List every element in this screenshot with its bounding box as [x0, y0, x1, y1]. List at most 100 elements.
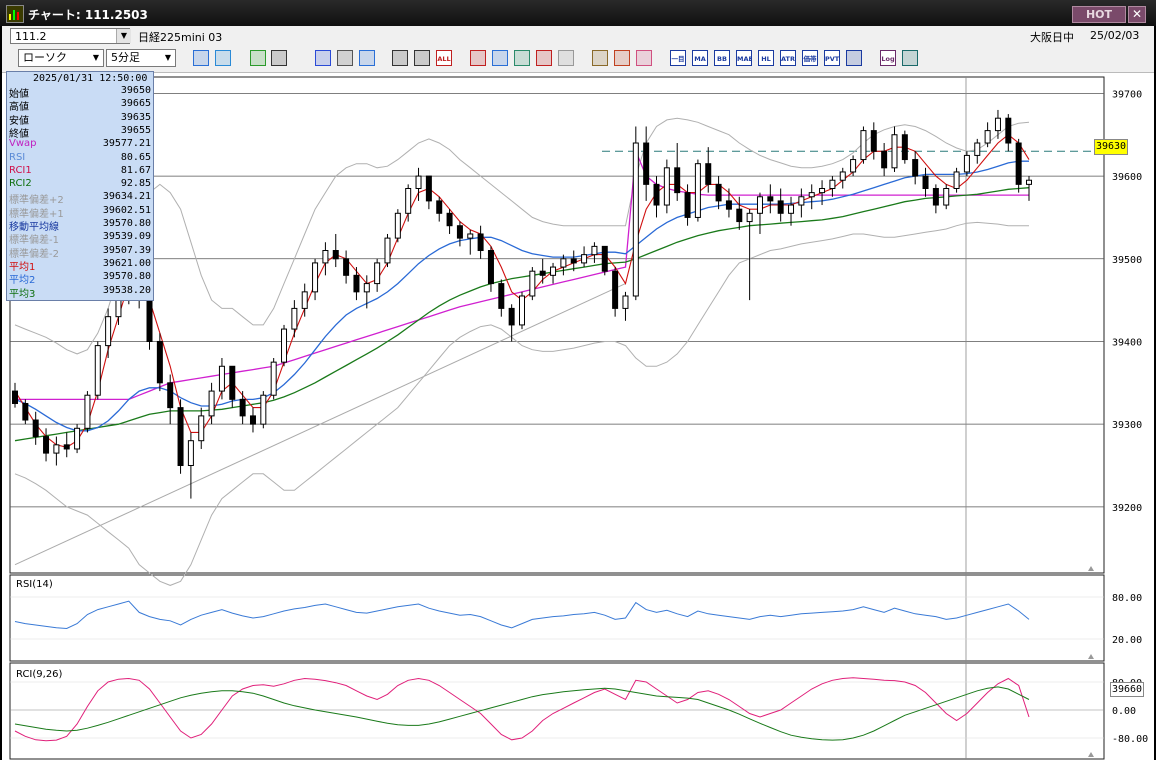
layer-icon[interactable] [592, 50, 608, 66]
candle-body [994, 117, 1001, 132]
candle-body [374, 262, 381, 285]
line-tool-icon[interactable] [271, 50, 287, 66]
rci-line [14, 686, 1030, 741]
candle-sub-icon[interactable] [414, 50, 430, 66]
candle-body [187, 440, 194, 467]
info-row-value: 92.85 [120, 178, 151, 190]
price-tick-label: 39200 [1112, 503, 1142, 514]
candle-body [281, 328, 288, 363]
candle-body [384, 237, 391, 264]
trash-icon[interactable] [359, 50, 375, 66]
compare-icon[interactable] [536, 50, 552, 66]
candle-body [312, 262, 319, 293]
palette-icon[interactable] [636, 50, 652, 66]
ma3-line [14, 187, 1030, 442]
info-row: 標準偏差-1 39539.09 [7, 231, 153, 246]
candle-body [436, 200, 443, 214]
info-row-value: 39538.20 [102, 284, 151, 296]
instrument-name: 日経225mini 03 [138, 31, 223, 44]
bb-lower-line [14, 221, 1029, 586]
chevron-down-icon[interactable]: ▼ [116, 29, 131, 43]
price-tick-label: 39400 [1112, 337, 1142, 348]
candle-body [963, 154, 970, 173]
chart-area: 39200 39300 39400 39500 39600 39700 20.00 80.00… [2, 73, 1154, 760]
pvt-icon[interactable]: PVT [824, 50, 840, 66]
vote-icon[interactable] [470, 50, 486, 66]
ma2-line [14, 160, 1029, 432]
candle-body [715, 183, 722, 202]
rci-title: RCI(9,26) [16, 669, 63, 680]
candle-body [229, 365, 236, 400]
window-title: チャート: 111.2503 [28, 8, 148, 22]
chart-app-icon [6, 5, 24, 23]
info-row-label: Vwap [9, 138, 37, 150]
chevron-down-icon[interactable]: ▼ [92, 53, 100, 62]
candle-body [943, 187, 950, 206]
candle-body [674, 167, 681, 194]
all-icon[interactable]: ALL [436, 50, 452, 66]
hot-button[interactable]: HOT [1072, 6, 1126, 23]
candle-body [353, 274, 360, 293]
candle-body [850, 159, 857, 173]
ma-icon[interactable]: MA [692, 50, 708, 66]
wrench-icon[interactable] [614, 50, 630, 66]
candle-body [736, 208, 743, 223]
log-icon[interactable]: Log [880, 50, 896, 66]
candle-icon[interactable] [392, 50, 408, 66]
candle-body [705, 163, 712, 185]
frame-icon[interactable] [846, 50, 862, 66]
info-row-label: 平均2 [9, 275, 36, 287]
arrow-tool-icon[interactable] [315, 50, 331, 66]
search-chart-icon[interactable] [492, 50, 508, 66]
candle-body [167, 382, 174, 409]
candle-body [239, 398, 246, 417]
mae-icon[interactable]: MAE [736, 50, 752, 66]
candle-body [363, 283, 370, 293]
price-band-icon[interactable]: 価帯 [802, 50, 818, 66]
rsi-panel-frame [9, 574, 1105, 662]
code-input[interactable]: 111.2 [10, 28, 130, 44]
info-row: 標準偏差+1 39602.51 [7, 204, 153, 220]
info-row-label: 標準偏差-2 [9, 248, 59, 260]
export-icon[interactable] [902, 50, 918, 66]
close-icon[interactable]: ✕ [1128, 6, 1146, 23]
chart-type-select[interactable]: ローソク ▼ [18, 49, 104, 67]
candle-body [808, 192, 815, 198]
grid-chart-icon[interactable] [514, 50, 530, 66]
candle-body [550, 266, 557, 276]
info-row-value: 39602.51 [102, 204, 151, 216]
bb-upper-line [14, 117, 1030, 355]
candle-body [746, 212, 753, 223]
info-row: 始値 39650 [7, 85, 153, 100]
chevron-down-icon[interactable]: ▼ [164, 53, 172, 62]
rci-value-tag: 39660 [1110, 682, 1144, 697]
atr-icon[interactable]: ATR [780, 50, 796, 66]
title-bar: チャート: 111.2503 HOT ✕ [0, 0, 1156, 26]
price-tick-label: 39500 [1112, 255, 1142, 266]
scroll-arrow-icon [1088, 654, 1094, 659]
disabled-icon[interactable] [558, 50, 574, 66]
ichimoku-icon[interactable]: 一目 [670, 50, 686, 66]
main-panel-frame [9, 76, 1105, 574]
candle-body [1005, 117, 1012, 144]
candle-body [953, 171, 960, 189]
info-row: 平均1 39621.00 [7, 258, 153, 273]
candle-body [1015, 142, 1022, 185]
interval-select[interactable]: 5分足 ▼ [106, 49, 176, 67]
candle-body [332, 250, 339, 260]
list-icon[interactable] [337, 50, 353, 66]
pencil-icon[interactable] [250, 50, 266, 66]
info-row: 平均2 39570.80 [7, 271, 153, 287]
candle-body [653, 183, 660, 206]
window-icon[interactable] [215, 50, 231, 66]
info-bar [2, 26, 1154, 46]
info-row-label: RCI2 [9, 178, 32, 190]
bb-icon[interactable]: BB [714, 50, 730, 66]
candle-body [912, 159, 919, 177]
scroll-arrow-icon [1088, 752, 1094, 757]
hl-icon[interactable]: HL [758, 50, 774, 66]
zoom-icon[interactable] [193, 50, 209, 66]
candle-body [322, 250, 329, 264]
candle-body [632, 142, 639, 297]
info-row-value: 39634.21 [102, 191, 151, 203]
